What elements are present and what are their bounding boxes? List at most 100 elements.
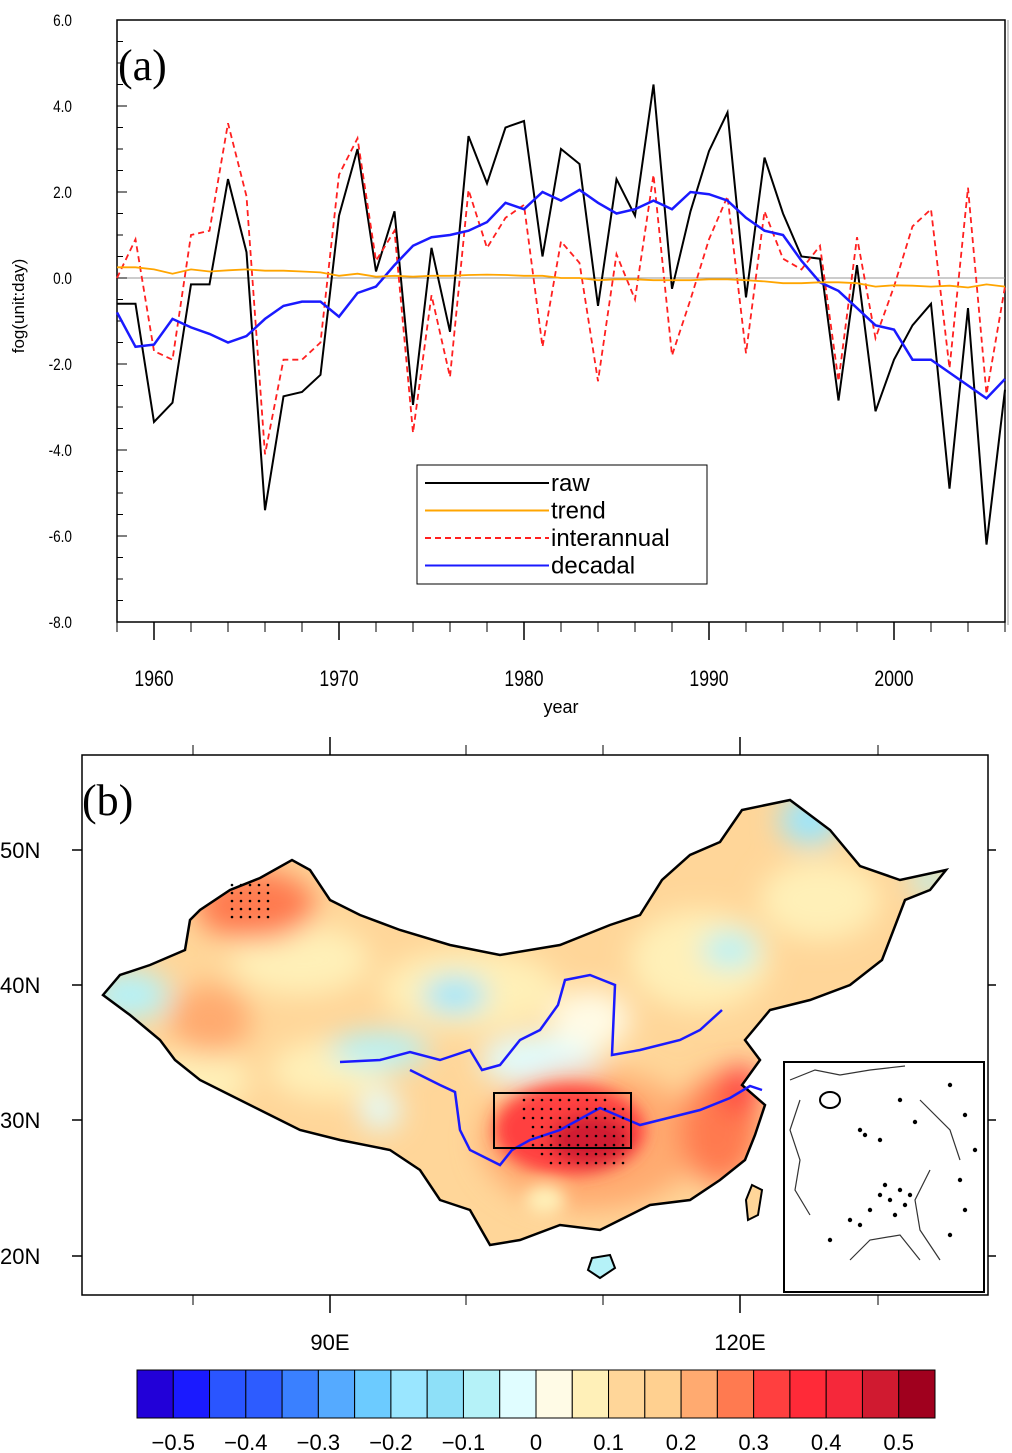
y-tick-label: 2.0 [53,184,72,203]
y-tick-label: -6.0 [49,528,72,547]
inset-island-dot [857,1127,863,1133]
stipple-dot [540,1125,544,1129]
inset-island-dot [882,1182,888,1188]
inset-island-dot [867,1207,873,1213]
stipple-dot [230,907,234,911]
colorbar-box [825,1369,863,1419]
stipple-dot [540,1152,544,1156]
stipple-dot [549,1152,553,1156]
colorbar-box [281,1369,319,1419]
stipple-dot [558,1152,562,1156]
colorbar-box [644,1369,682,1419]
stipple-dot [257,899,261,903]
stipple-dot [612,1125,616,1129]
stipple-dot [612,1134,616,1138]
stipple-dot [540,1098,544,1102]
stipple-dot [549,1098,553,1102]
stipple-dot [567,1134,571,1138]
stipple-dot [230,899,234,903]
stipple-dot [576,1116,580,1120]
x-axis: 1960 1970 1980 1990 2000 [116,622,1006,692]
lat-tick-label: 30N [0,1108,40,1133]
hainan-island [586,1253,617,1280]
stipple-dot [266,891,270,895]
colorbar-box [209,1369,247,1419]
colorbar-box [789,1369,827,1419]
stipple-dot [585,1107,589,1111]
stipple-dot [594,1161,598,1165]
stipple-dot [612,1116,616,1120]
y-tick-label: 4.0 [53,98,72,117]
stipple-dot [594,1143,598,1147]
stipple-dot [531,1116,535,1120]
inset-island-dot [847,1217,853,1223]
x-tick-label: 2000 [874,667,913,691]
inset-island-dot [907,1192,913,1198]
x-tick-label: 1990 [689,667,728,691]
stipple-dot [531,1134,535,1138]
stipple-dot [558,1134,562,1138]
stipple-dot [248,899,252,903]
colorbar-box [861,1369,900,1419]
stipple-dot [549,1134,553,1138]
colorbar-box [753,1369,791,1419]
colorbar-label: −0.1 [442,1430,485,1453]
stipple-dot [549,1116,553,1120]
lat-tick-label: 40N [0,973,40,998]
series-decadal-line [115,188,1006,401]
inset-island-dot [897,1187,903,1193]
stipple-dot [230,891,234,895]
inset-island-dot [887,1197,893,1203]
stipple-dot [603,1143,607,1147]
panel-a-line-chart: 6.0 4.0 2.0 0.0 -2.0 -4.0 -6.0 -8.0 1960 1970 198… [9,12,1009,717]
colorbar-box [499,1369,537,1419]
stipple-dot [266,915,270,919]
legend-label-decadal: decadal [551,553,635,580]
stipple-dot [531,1098,535,1102]
stipple-dot [248,891,252,895]
panel-label-b: (b) [82,776,133,825]
colorbar-box [680,1369,718,1419]
taiwan-island [744,1183,764,1222]
inset-island-dot [902,1202,908,1208]
y-tick-label: -2.0 [49,356,72,375]
stipple-dot [248,907,252,911]
x-axis-label: year [543,697,578,717]
stipple-dot [567,1152,571,1156]
legend-box [416,464,708,585]
stipple-dot [266,883,270,887]
stipple-dot [266,907,270,911]
map-axes: 50N 40N 30N 20N 90E 120E [0,737,996,1355]
stipple-dot [558,1107,562,1111]
colorbar-label: −0.5 [152,1430,195,1453]
stipple-dot [257,891,261,895]
stipple-dot [549,1125,553,1129]
y-axis-label: fog(unit:day) [9,259,28,354]
stipple-dot [540,1107,544,1111]
inset-island-dot [857,1222,863,1228]
inset-island [819,1091,841,1109]
stipple-dot [567,1125,571,1129]
stipple-dot [257,915,261,919]
stipple-dot [540,1116,544,1120]
stipple-dot [567,1098,571,1102]
stipple-dot [549,1161,553,1165]
inset-island-dot [962,1207,968,1213]
stipple-dot [540,1134,544,1138]
stipple-dot [594,1134,598,1138]
y-axis: 6.0 4.0 2.0 0.0 -2.0 -4.0 -6.0 -8.0 [49,12,127,632]
stipple-dot [612,1152,616,1156]
stipple-dot [585,1134,589,1138]
stipple-dot [612,1143,616,1147]
y-tick-label: 6.0 [53,12,72,31]
inset-island-dot [862,1132,868,1138]
colorbar-box [716,1369,755,1419]
stipple-dot [594,1107,598,1111]
x-tick-label: 1970 [319,667,358,691]
colorbar: −0.5 −0.4 −0.3 −0.2 −0.1 0 0.1 0.2 0.3 0.4 0.5 [136,1369,936,1453]
colorbar-box [354,1369,392,1419]
stipple-dot [603,1152,607,1156]
south-china-sea-inset [783,1061,985,1293]
